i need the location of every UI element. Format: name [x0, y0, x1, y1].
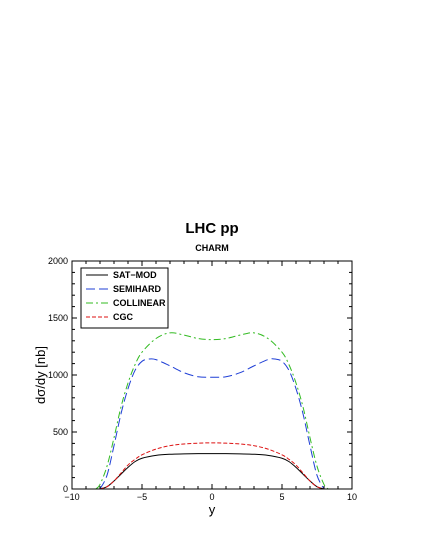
- legend-label-collinear: COLLINEAR: [113, 298, 166, 308]
- series-line-sat-mod: [99, 453, 325, 490]
- x-tick-label: 5: [279, 492, 284, 502]
- y-tick-label: 1500: [48, 313, 68, 323]
- x-tick-label: 0: [209, 492, 214, 502]
- series-line-semihard: [99, 358, 325, 490]
- legend: SAT−MOD SEMIHARD COLLINEAR CGC: [80, 267, 169, 329]
- legend-box: [80, 267, 169, 329]
- y-tick-label: 2000: [48, 256, 68, 266]
- plot-lines: [95, 332, 329, 490]
- x-axis-label: y: [209, 502, 216, 517]
- chart-subtitle: CHARM: [195, 243, 229, 253]
- y-tick-label: 1000: [48, 370, 68, 380]
- legend-label-sat-mod: SAT−MOD: [113, 270, 157, 280]
- x-tick-label: −10: [64, 492, 79, 502]
- x-tick-label: −5: [137, 492, 147, 502]
- y-tick-label: 0: [63, 484, 68, 494]
- series-line-collinear: [95, 332, 329, 490]
- series-line-cgc: [99, 442, 325, 490]
- legend-label-semihard: SEMIHARD: [113, 284, 162, 294]
- x-tick-label: 10: [347, 492, 357, 502]
- axis-ticks: −10 −5 0 5 10 0 500 1000 1500 2000: [48, 256, 357, 502]
- y-axis-label: dσ/dy [nb]: [33, 346, 48, 404]
- y-tick-label: 500: [53, 427, 68, 437]
- chart-title: LHC pp: [185, 220, 238, 237]
- legend-label-cgc: CGC: [113, 312, 134, 322]
